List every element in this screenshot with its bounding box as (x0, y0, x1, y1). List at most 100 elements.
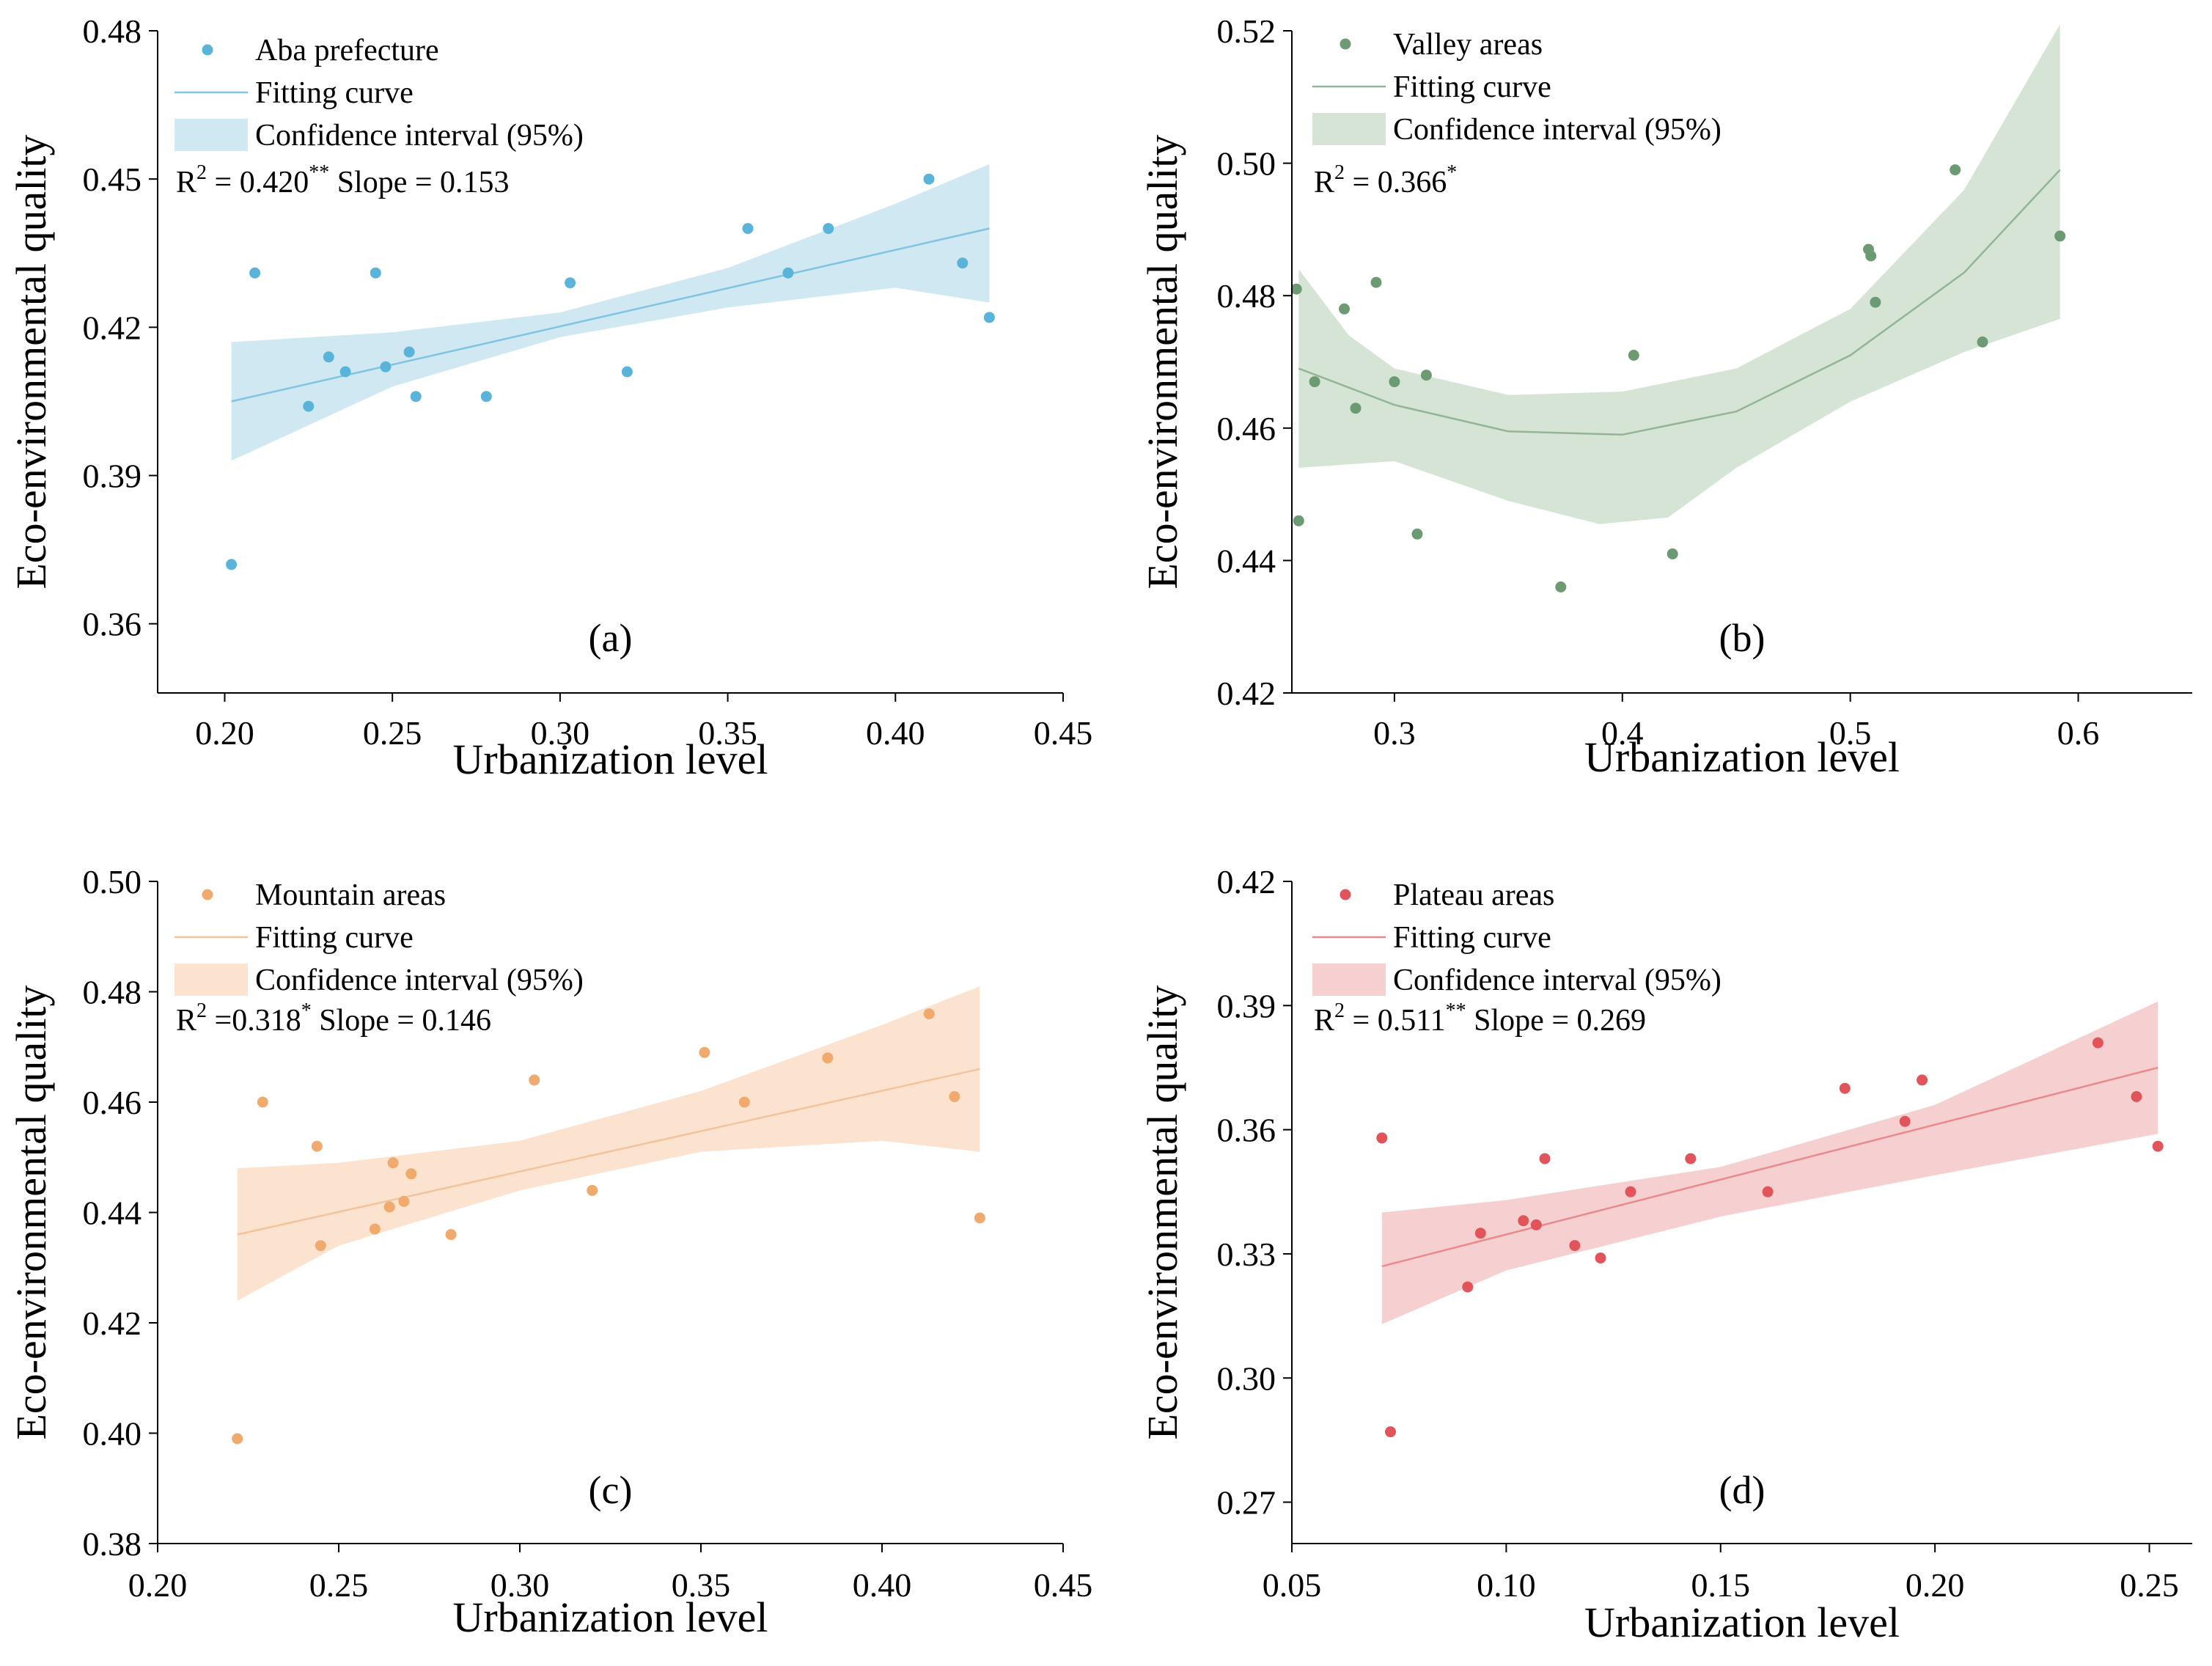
y-axis-title: Eco-environmental quality (7, 985, 55, 1439)
x-tick-label: 0.20 (128, 1566, 188, 1604)
x-tick-label: 0.3 (1373, 714, 1416, 752)
panel-label: (a) (589, 616, 633, 660)
data-point (587, 1184, 598, 1196)
x-tick-label: 0.25 (309, 1566, 369, 1604)
data-point (2054, 230, 2066, 242)
data-point (782, 267, 794, 279)
data-point (369, 1223, 381, 1235)
data-point (1518, 1215, 1529, 1227)
y-tick-label: 0.44 (83, 1195, 142, 1232)
x-axis-title: Urbanization level (453, 735, 768, 783)
data-point (974, 1212, 985, 1224)
legend-label-band: Confidence interval (95%) (255, 964, 584, 997)
data-point (621, 366, 633, 378)
legend-marker-band (174, 119, 248, 151)
data-point (257, 1096, 268, 1108)
x-tick-label: 0.5 (1829, 714, 1872, 752)
data-point (2092, 1037, 2103, 1049)
data-point (405, 1168, 417, 1180)
data-point (1977, 336, 1988, 348)
data-point (983, 312, 995, 323)
r2-symbol: R (176, 1004, 196, 1038)
x-tick-label: 0.30 (490, 1566, 550, 1604)
legend-label-fit: Fitting curve (255, 921, 414, 955)
y-tick-label: 0.39 (83, 457, 142, 494)
x-tick-label: 0.4 (1601, 714, 1644, 752)
data-point (699, 1046, 710, 1058)
panel-label: (c) (589, 1468, 633, 1512)
x-tick-label: 0.10 (1477, 1566, 1536, 1604)
slope-value: Slope = 0.153 (329, 166, 509, 199)
data-point (949, 1091, 960, 1102)
x-tick-label: 0.6 (2057, 714, 2100, 752)
legend-label-points: Mountain areas (255, 878, 446, 912)
legend-label-fit: Fitting curve (1393, 921, 1551, 955)
data-point (1569, 1240, 1581, 1252)
r2-superscript: 2 (1334, 161, 1345, 184)
legend-marker-points (202, 44, 213, 56)
data-point (1595, 1252, 1606, 1264)
x-axis-title: Urbanization level (453, 1593, 768, 1641)
data-point (1628, 350, 1639, 361)
legend-marker-band (1312, 113, 1386, 145)
x-tick-label: 0.30 (531, 714, 590, 752)
legend-label-points: Valley areas (1393, 28, 1543, 62)
x-tick-label: 0.25 (2120, 1566, 2179, 1604)
r2-value: = 0.366 (1345, 166, 1447, 199)
panel-a: 0.20 0.25 0.30 0.35 0.40 0.45 0.36 0.39 0.42 0.45… (7, 12, 1092, 783)
data-point (1370, 276, 1382, 288)
panel-d: 0.05 0.10 0.15 0.20 0.25 0.27 0.30 0.33 0.36 0.39… (1139, 863, 2192, 1646)
fit-line (231, 227, 990, 403)
x-tick-label: 0.35 (698, 714, 757, 752)
significance-marker: * (301, 999, 312, 1022)
data-point (1539, 1153, 1551, 1164)
data-point (2131, 1091, 2142, 1102)
x-axis-title: Urbanization level (1584, 733, 1900, 781)
x-tick-label: 0.40 (853, 1566, 912, 1604)
r2-symbol: R (1314, 1004, 1334, 1038)
r2-superscript: 2 (1334, 999, 1345, 1022)
y-tick-label: 0.42 (1217, 675, 1276, 712)
data-point (1376, 1132, 1388, 1144)
legend-marker-points (1340, 889, 1351, 900)
significance-marker: ** (1446, 999, 1466, 1022)
r2-value: = 0.511 (1345, 1004, 1446, 1038)
y-tick-label: 0.50 (1217, 145, 1276, 183)
legend-label-fit: Fitting curve (1393, 70, 1551, 104)
r2-symbol: R (1314, 166, 1334, 199)
stats-annotation: R2 = 0.511** Slope = 0.269 (1314, 999, 1646, 1038)
r2-value: = 0.420 (207, 166, 309, 199)
data-point (1474, 1228, 1486, 1239)
y-tick-label: 0.44 (1217, 542, 1276, 579)
x-tick-label: 0.05 (1263, 1566, 1322, 1604)
data-point (249, 267, 261, 279)
data-point (1762, 1186, 1774, 1197)
r2-superscript: 2 (196, 999, 207, 1022)
data-point (226, 559, 238, 570)
y-tick-label: 0.48 (1217, 277, 1276, 315)
data-point (1530, 1219, 1542, 1230)
x-tick-label: 0.25 (363, 714, 422, 752)
x-axis-title: Urbanization level (1584, 1599, 1900, 1646)
data-point (311, 1140, 323, 1152)
significance-marker: ** (309, 161, 329, 184)
panel-b: 0.3 0.4 0.5 0.6 0.42 0.44 0.46 0.48 0.50 0.52 Urba… (1139, 12, 2192, 781)
x-tick-label: 0.45 (1034, 714, 1093, 752)
data-point (410, 391, 422, 403)
legend-marker-band (1312, 964, 1386, 996)
x-tick-label: 0.20 (195, 714, 254, 752)
confidence-band (1381, 1001, 2158, 1324)
data-point (1309, 376, 1320, 388)
data-point (2152, 1140, 2164, 1152)
y-tick-label: 0.27 (1217, 1484, 1276, 1522)
y-tick-label: 0.42 (83, 1304, 142, 1342)
confidence-band (237, 986, 980, 1301)
legend-label-band: Confidence interval (95%) (255, 119, 584, 153)
data-point (957, 257, 969, 269)
data-point (323, 351, 334, 363)
y-tick-label: 0.42 (1217, 863, 1276, 900)
x-tick-label: 0.35 (672, 1566, 731, 1604)
stats-annotation: R2 = 0.420** Slope = 0.153 (176, 161, 510, 199)
panel-c: 0.20 0.25 0.30 0.35 0.40 0.45 0.38 0.40 0.42 0.44… (7, 863, 1092, 1641)
data-point (923, 1008, 935, 1020)
